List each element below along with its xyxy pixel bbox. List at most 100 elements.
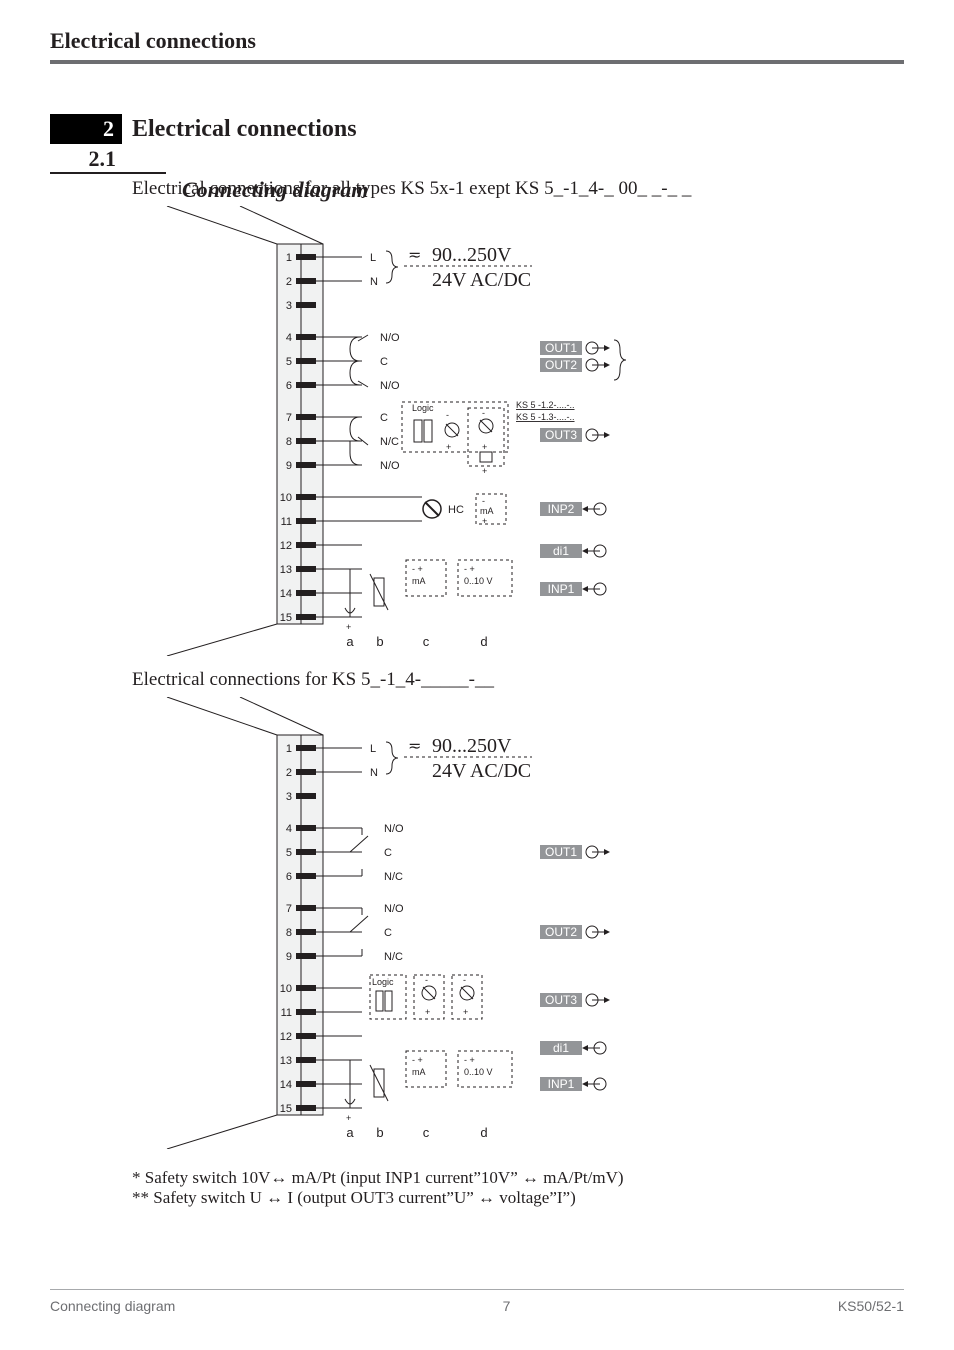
- svg-text:Logic: Logic: [372, 977, 394, 987]
- svg-text:L: L: [370, 252, 376, 264]
- footnotes: * Safety switch 10V↔ mA/Pt (input INP1 c…: [132, 1168, 904, 1208]
- svg-text:b: b: [376, 1125, 383, 1140]
- svg-text:OUT2: OUT2: [545, 925, 577, 939]
- svg-text:-: -: [482, 496, 485, 506]
- svg-text:c: c: [423, 634, 430, 649]
- svg-text:+: +: [425, 1007, 430, 1017]
- svg-text:0..10 V: 0..10 V: [464, 1067, 493, 1077]
- section-row: 2 Electrical connections: [50, 114, 904, 144]
- svg-text:mA: mA: [412, 576, 426, 586]
- svg-text:a: a: [346, 1125, 354, 1140]
- terminals: 1 L 2 N ≂ 90...250V 24V AC/DC 3 4 N/O 5 …: [280, 244, 626, 649]
- svg-text:+: +: [463, 1007, 468, 1017]
- svg-text:13: 13: [280, 564, 292, 576]
- svg-text:+: +: [482, 466, 487, 476]
- svg-text:OUT1: OUT1: [545, 845, 577, 859]
- svg-text:N: N: [370, 276, 378, 288]
- svg-text:c: c: [423, 1125, 430, 1140]
- svg-text:5: 5: [286, 847, 292, 859]
- svg-text:KS 5 -1.3-....-..: KS 5 -1.3-....-..: [516, 412, 575, 422]
- subsection-underline: 2.1: [50, 146, 166, 174]
- footer-page-number: 7: [503, 1298, 511, 1314]
- svg-text:INP2: INP2: [548, 502, 575, 516]
- svg-text:+: +: [446, 442, 451, 452]
- svg-text:N/C: N/C: [384, 871, 403, 883]
- svg-text:-: -: [482, 408, 485, 418]
- svg-text:≂: ≂: [408, 247, 421, 264]
- connector-body: [167, 206, 323, 656]
- svg-text:a: a: [346, 634, 354, 649]
- svg-text:24V AC/DC: 24V AC/DC: [432, 760, 531, 782]
- svg-text:13: 13: [280, 1055, 292, 1067]
- svg-text:Logic: Logic: [412, 403, 434, 413]
- svg-text:90...250V: 90...250V: [432, 244, 512, 266]
- svg-text:2: 2: [286, 767, 292, 779]
- svg-text:+: +: [346, 622, 351, 632]
- svg-text:90...250V: 90...250V: [432, 735, 512, 757]
- subsection-row-wrap: 2.1 Connecting diagram: [50, 146, 904, 178]
- svg-text:+: +: [482, 442, 487, 452]
- wiring-diagram-2: 1 L 2 N ≂ 90...250V 24V AC/DC 3 4 N/O 5 …: [132, 697, 904, 1154]
- footer-rule: [50, 1289, 904, 1290]
- svg-text:4: 4: [286, 823, 292, 835]
- svg-text:INP1: INP1: [548, 1077, 575, 1091]
- svg-text:N/O: N/O: [380, 380, 400, 392]
- svg-text:≂: ≂: [408, 738, 421, 755]
- svg-text:14: 14: [280, 1079, 292, 1091]
- svg-text:d: d: [480, 634, 487, 649]
- svg-text:12: 12: [280, 540, 292, 552]
- footer-left: Connecting diagram: [50, 1298, 175, 1314]
- svg-text:7: 7: [286, 412, 292, 424]
- svg-text:8: 8: [286, 436, 292, 448]
- svg-text:9: 9: [286, 951, 292, 963]
- svg-text:- +: - +: [412, 1055, 423, 1065]
- svg-text:KS 5 -1.2-....-..: KS 5 -1.2-....-..: [516, 400, 575, 410]
- svg-text:10: 10: [280, 983, 292, 995]
- svg-text:14: 14: [280, 588, 292, 600]
- svg-text:C: C: [384, 927, 392, 939]
- svg-text:N/O: N/O: [384, 823, 404, 835]
- svg-text:di1: di1: [553, 544, 569, 558]
- svg-text:L: L: [370, 743, 376, 755]
- svg-text:24V AC/DC: 24V AC/DC: [432, 269, 531, 291]
- page-header-title: Electrical connections: [50, 28, 904, 54]
- svg-text:b: b: [376, 634, 383, 649]
- svg-text:15: 15: [280, 1103, 292, 1115]
- svg-text:C: C: [380, 356, 388, 368]
- svg-text:0..10 V: 0..10 V: [464, 576, 493, 586]
- svg-text:- +: - +: [412, 564, 423, 574]
- intro-text-2: Electrical connections for KS 5_-1_4-___…: [132, 669, 904, 691]
- svg-text:12: 12: [280, 1031, 292, 1043]
- svg-text:-: -: [425, 975, 428, 985]
- svg-text:N/C: N/C: [384, 951, 403, 963]
- svg-text:C: C: [384, 847, 392, 859]
- footer-right: KS50/52-1: [838, 1298, 904, 1314]
- svg-text:+: +: [346, 1113, 351, 1123]
- svg-text:N/O: N/O: [380, 460, 400, 472]
- svg-text:15: 15: [280, 612, 292, 624]
- svg-text:6: 6: [286, 871, 292, 883]
- svg-text:2: 2: [286, 276, 292, 288]
- page-footer: Connecting diagram 7 KS50/52-1: [50, 1289, 904, 1314]
- svg-text:- +: - +: [464, 564, 475, 574]
- svg-text:-: -: [463, 975, 466, 985]
- footnote-2: ** Safety switch U ↔ I (output OUT3 curr…: [132, 1188, 904, 1208]
- svg-text:1: 1: [286, 743, 292, 755]
- svg-text:INP1: INP1: [548, 582, 575, 596]
- svg-text:9: 9: [286, 460, 292, 472]
- svg-text:-: -: [446, 410, 449, 420]
- wiring-diagram-1: 1 L 2 N ≂ 90...250V 24V AC/DC 3 4 N/O 5 …: [132, 206, 904, 661]
- svg-text:5: 5: [286, 356, 292, 368]
- svg-text:d: d: [480, 1125, 487, 1140]
- svg-text:+: +: [482, 516, 487, 526]
- svg-text:OUT2: OUT2: [545, 358, 577, 372]
- svg-text:HC: HC: [448, 504, 464, 516]
- svg-text:N: N: [370, 767, 378, 779]
- section-title: Electrical connections: [132, 116, 357, 143]
- footnote-1: * Safety switch 10V↔ mA/Pt (input INP1 c…: [132, 1168, 904, 1188]
- svg-text:N/O: N/O: [384, 903, 404, 915]
- svg-text:N/C: N/C: [380, 436, 399, 448]
- svg-text:- +: - +: [464, 1055, 475, 1065]
- svg-text:8: 8: [286, 927, 292, 939]
- svg-text:mA: mA: [412, 1067, 426, 1077]
